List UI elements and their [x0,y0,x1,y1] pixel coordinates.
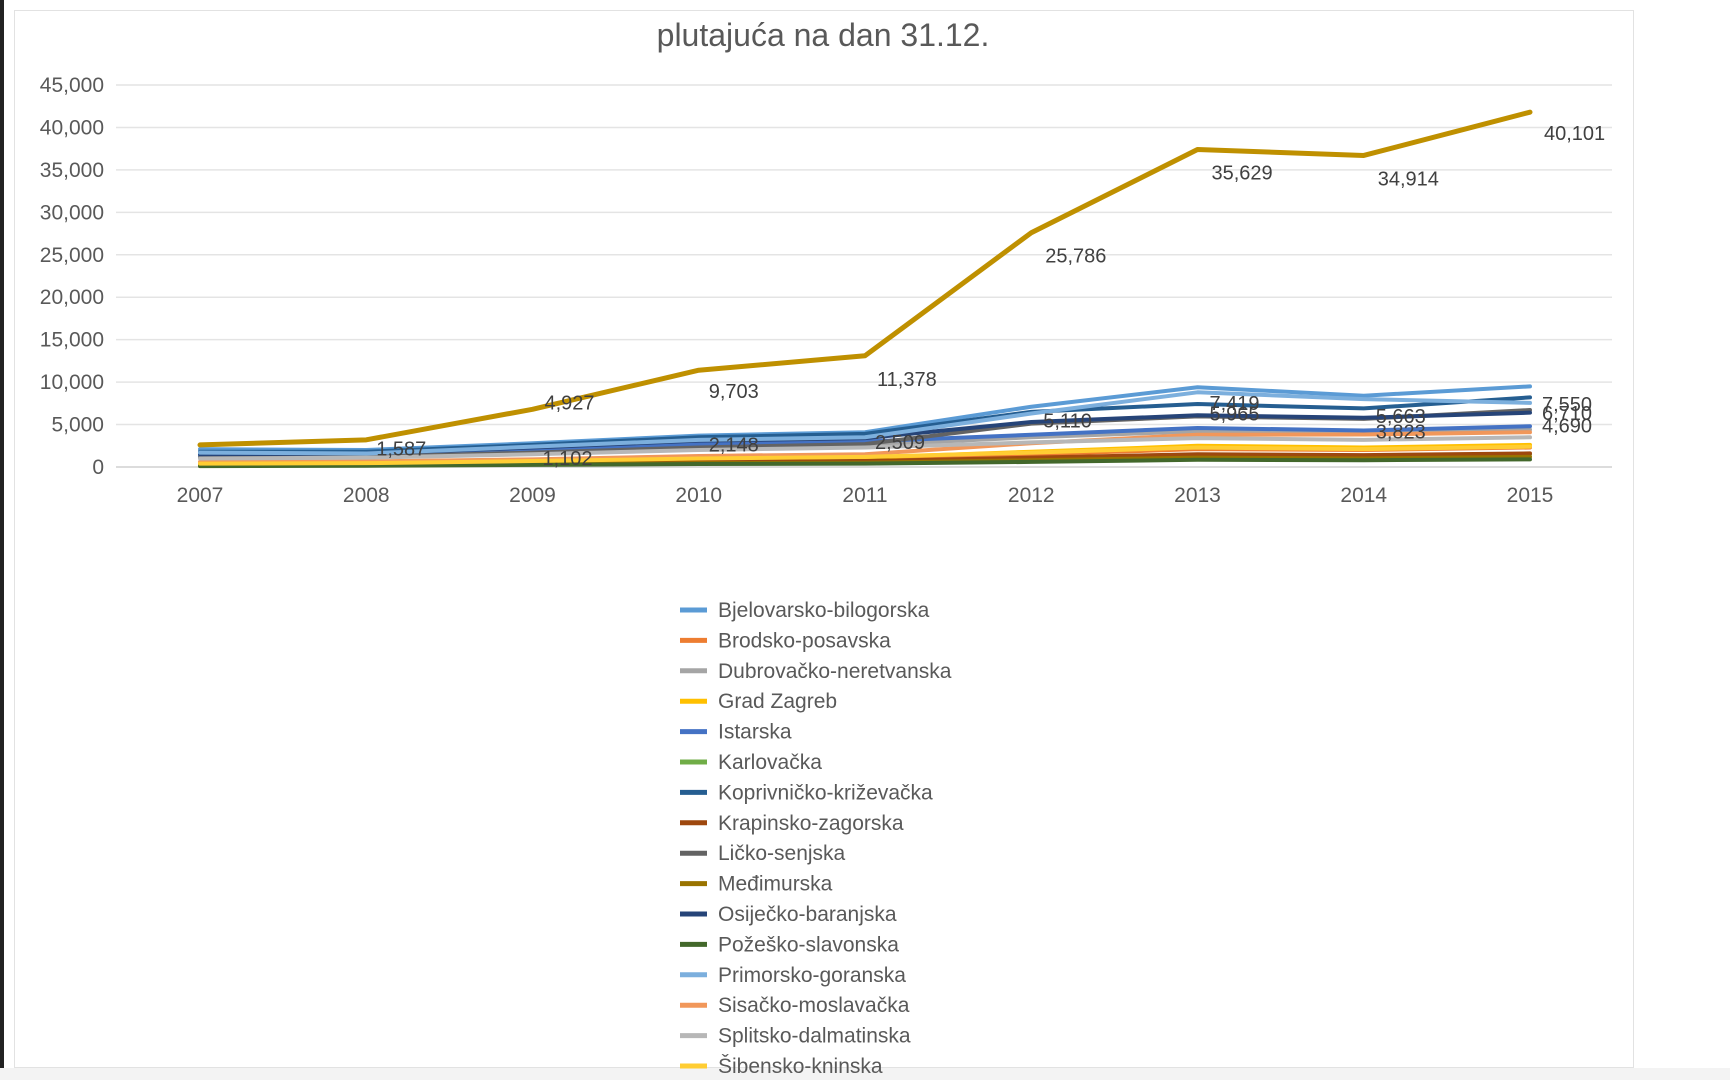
legend-label[interactable]: Međimurska [718,873,833,896]
x-tick-label: 2007 [177,484,224,507]
data-label: 5,965 [1210,403,1260,425]
x-tick-label: 2008 [343,484,390,507]
data-label: 4,927 [545,392,595,414]
x-tick-label: 2015 [1507,484,1554,507]
legend-label[interactable]: Karlovačka [718,751,822,774]
y-tick-label: 10,000 [40,371,104,394]
series-line-11 [198,457,1532,469]
data-label: 1,587 [376,439,426,461]
series-line-16 [197,109,1533,448]
legend-label[interactable]: Brodsko-posavska [718,629,891,652]
data-label: 1,102 [543,448,593,470]
x-tick-label: 2012 [1008,484,1055,507]
gridlines [116,84,1612,468]
legend[interactable]: Bjelovarsko-bilogorska Brodsko-posavska Du… [680,599,952,1078]
legend-label[interactable]: Splitsko-dalmatinska [718,1025,911,1048]
data-label: 25,786 [1045,246,1106,268]
legend-label[interactable]: Ličko-senjska [718,842,846,865]
y-tick-label: 40,000 [40,116,104,139]
data-label: 7,419 [1210,393,1260,415]
x-axis-ticks: 2007 2008 2009 2010 2011 2012 2013 2014 2015 [177,484,1554,507]
series-line-15 [198,444,1532,466]
data-label: 6,710 [1542,403,1592,425]
y-tick-label: 30,000 [40,201,104,224]
data-label: 40,101 [1544,123,1605,145]
data-label: 3,823 [1376,422,1426,444]
x-tick-label: 2010 [675,484,722,507]
data-label: 9,703 [709,381,759,403]
y-tick-label: 35,000 [40,159,104,182]
legend-label[interactable]: Grad Zagreb [718,690,837,713]
data-label: 7,550 [1542,394,1592,416]
data-label: 5,663 [1376,406,1426,428]
legend-label[interactable]: Bjelovarsko-bilogorska [718,599,930,622]
series-line-14 [198,435,1532,461]
chart-title: plutajuća na dan 31.12. [657,17,990,53]
series-lines [197,109,1533,469]
data-label: 5,110 [1043,411,1092,433]
data-label: 4,690 [1542,415,1592,437]
y-tick-label: 25,000 [40,244,104,267]
y-tick-label: 20,000 [40,286,104,309]
legend-label[interactable]: Istarska [718,721,792,744]
legend-label[interactable]: Krapinsko-zagorska [718,812,904,835]
data-label: 2,148 [709,434,759,456]
y-tick-label: 45,000 [40,74,104,97]
x-tick-label: 2013 [1174,484,1221,507]
y-tick-label: 5,000 [51,414,104,437]
window-left-edge [0,0,4,1080]
data-label: 35,629 [1212,163,1273,185]
legend-label[interactable]: Primorsko-goranska [718,964,906,987]
x-tick-label: 2011 [842,484,887,507]
y-tick-label: 15,000 [40,329,104,352]
legend-label[interactable]: Šibensko-kninska [718,1055,883,1078]
data-label: 34,914 [1378,168,1439,190]
legend-label[interactable]: Dubrovačko-neretvanska [718,660,952,683]
y-axis-ticks: 0 5,000 10,000 15,000 20,000 25,000 30,000 35,0… [40,74,104,479]
legend-label[interactable]: Osiječko-baranjska [718,903,897,926]
legend-label[interactable]: Sisačko-moslavačka [718,994,910,1017]
chart-area-border[interactable] [14,10,1634,1068]
window-bottom-bar [0,1068,1730,1080]
legend-label[interactable]: Požeško-slavonska [718,933,899,956]
data-label: 11,378 [877,369,937,391]
x-tick-label: 2009 [509,484,556,507]
data-label: 2,509 [875,432,925,454]
y-tick-label: 0 [92,456,104,479]
series-line-12 [198,390,1532,456]
legend-label[interactable]: Koprivničko-križevačka [718,781,933,804]
data-labels: 4,927 9,703 11,378 25,786 35,629 34,914 40,101… [376,123,1605,470]
x-tick-label: 2014 [1340,484,1387,507]
